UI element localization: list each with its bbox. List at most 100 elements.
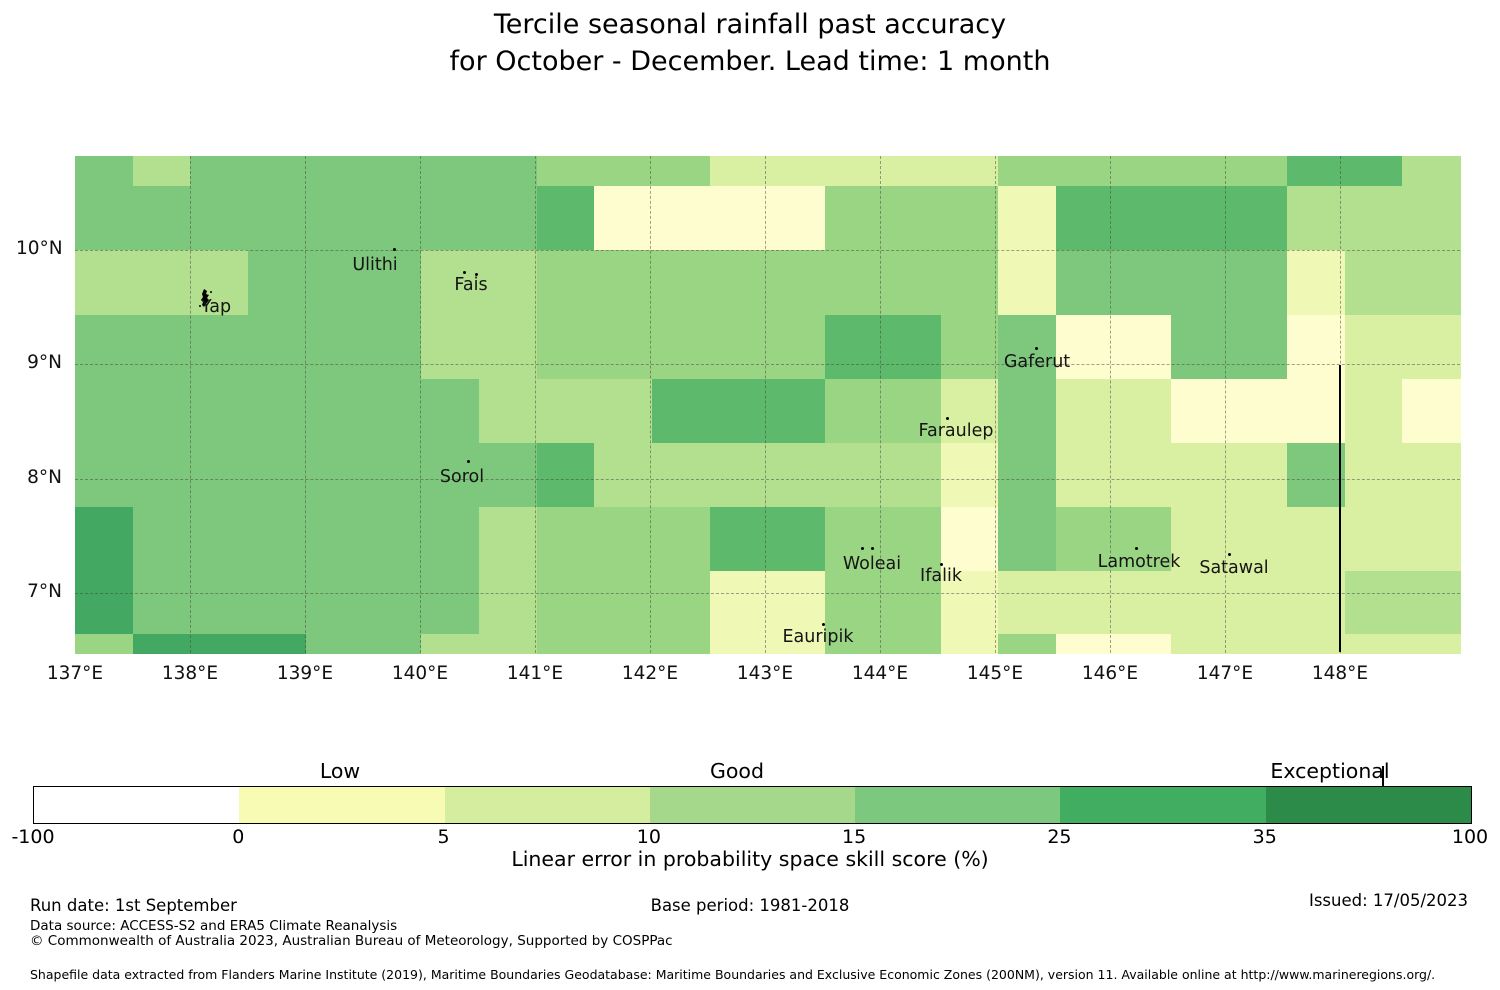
grid-cell [1229, 443, 1288, 508]
island-dot [392, 247, 396, 251]
grid-cell [248, 571, 307, 635]
x-tick-label: 137°E [46, 663, 104, 684]
graticule-line [420, 156, 421, 653]
grid-cell [767, 186, 826, 251]
grid-cell [1229, 186, 1288, 251]
graticule-line [75, 250, 1460, 251]
grid-cell [709, 156, 769, 187]
grid-cell [363, 634, 422, 654]
grid-cell [1344, 379, 1403, 444]
grid-cell [190, 315, 249, 380]
grid-cell [132, 379, 191, 444]
grid-cell [248, 379, 307, 444]
island-dot [821, 622, 825, 626]
grid-cell [478, 507, 538, 572]
grid-cell [652, 571, 711, 635]
colorbar-tick-label: 25 [1047, 826, 1072, 848]
grid-cell [1056, 156, 1115, 187]
page-title: Tercile seasonal rainfall past accuracy … [0, 6, 1500, 80]
island-dot [1034, 346, 1038, 350]
grid-cell [478, 379, 538, 444]
grid-cell [882, 443, 942, 508]
grid-cell [421, 156, 480, 187]
grid-cell [248, 315, 307, 380]
grid-cell [1056, 315, 1115, 380]
x-tick-label: 144°E [851, 663, 909, 684]
grid-cell [1286, 379, 1346, 444]
grid-cell [1402, 379, 1461, 444]
grid-cell [1286, 186, 1346, 251]
grid-cell [940, 315, 999, 380]
grid-cell [1056, 634, 1115, 654]
grid-cell [132, 156, 191, 187]
grid-cell [132, 186, 191, 251]
grid-cell [652, 186, 711, 251]
island-label: Fais [454, 275, 488, 295]
grid-cell [652, 250, 711, 316]
grid-cell [998, 156, 1057, 187]
colorbar-category-label: Exceptional [1270, 759, 1390, 783]
grid-cell [363, 507, 422, 572]
grid-cell [1344, 571, 1403, 635]
copyright-text: © Commonwealth of Australia 2023, Austra… [30, 933, 673, 949]
y-tick-label: 8°N [27, 467, 62, 488]
grid-cell [882, 571, 942, 635]
grid-cell [767, 250, 826, 316]
x-tick-label: 147°E [1196, 663, 1254, 684]
grid-cell [767, 156, 826, 187]
grid-cell [132, 507, 191, 572]
island-label: Gaferut [1003, 352, 1071, 372]
grid-cell [998, 634, 1057, 654]
grid-cell [1229, 634, 1288, 654]
grid-cell [1344, 250, 1403, 316]
grid-cell [536, 507, 595, 572]
island-dot [474, 272, 478, 276]
grid-cell [248, 507, 307, 572]
colorbar-segment [855, 787, 1061, 823]
grid-cell [1286, 250, 1346, 316]
grid-cell [75, 507, 134, 572]
x-tick-label: 148°E [1311, 663, 1369, 684]
grid-cell [825, 443, 884, 508]
y-tick-label: 10°N [16, 238, 63, 259]
grid-cell [536, 634, 595, 654]
island-dot [860, 546, 864, 550]
grid-cell [1402, 571, 1461, 635]
x-tick-label: 140°E [391, 663, 449, 684]
grid-cell [75, 250, 134, 316]
colorbar-segment [1060, 787, 1266, 823]
grid-cell [1402, 186, 1461, 251]
shapefile-attribution-text: Shapefile data extracted from Flanders M… [30, 967, 1436, 982]
grid-cell [709, 379, 769, 444]
grid-cell [421, 634, 480, 654]
colorbar-segment [649, 787, 856, 823]
grid-cell [1344, 443, 1403, 508]
grid-cell [1229, 571, 1288, 635]
island-dot [466, 459, 470, 463]
graticule-line [535, 156, 536, 653]
island-dot [945, 416, 949, 420]
grid-cell [1113, 186, 1173, 251]
colorbar-tick-label: 15 [842, 826, 867, 848]
grid-cell [1344, 186, 1403, 251]
grid-cell [536, 315, 595, 380]
grid-cell [363, 186, 422, 251]
grid-cell [305, 634, 365, 654]
colorbar-caption: Linear error in probability space skill … [511, 847, 989, 871]
grid-cell [1344, 156, 1403, 187]
grid-cell [421, 443, 480, 508]
grid-cell [594, 571, 653, 635]
x-tick-label: 146°E [1081, 663, 1139, 684]
data-source-text: Data source: ACCESS-S2 and ERA5 Climate … [30, 918, 398, 934]
grid-cell [478, 315, 538, 380]
grid-cell [1286, 443, 1346, 508]
graticule-line [75, 479, 1460, 480]
colorbar-segment [1265, 787, 1471, 823]
grid-cell [1229, 379, 1288, 444]
grid-cell [190, 156, 249, 187]
grid-cell [478, 186, 538, 251]
grid-cell [1171, 315, 1230, 380]
base-period-text: Base period: 1981-2018 [650, 896, 850, 915]
graticule-line [190, 156, 191, 653]
